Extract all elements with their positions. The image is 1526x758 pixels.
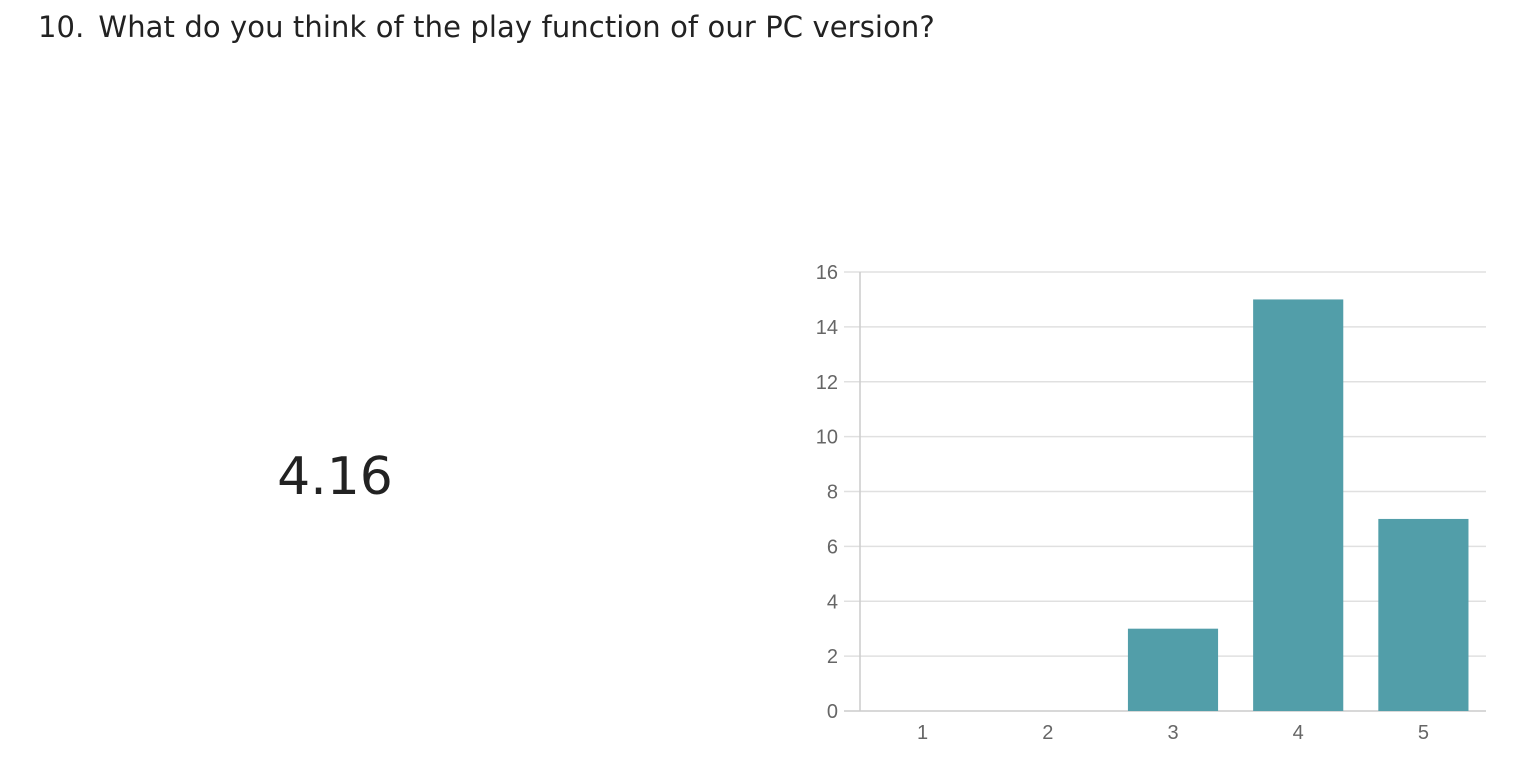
- x-tick-label-2: 2: [1042, 722, 1053, 744]
- y-tick-label-12: 12: [816, 372, 838, 394]
- bar-5: [1378, 518, 1469, 711]
- y-tick-labels: 0 2 4 6 8 10 12 14 16: [816, 262, 838, 723]
- question-text: What do you think of the play function o…: [98, 10, 935, 44]
- y-tick-label-6: 6: [827, 536, 838, 558]
- average-score: 4.16: [277, 447, 393, 507]
- bar-3: [1127, 628, 1219, 711]
- y-tick-label-2: 2: [827, 646, 838, 668]
- bars: [1127, 299, 1469, 711]
- x-tick-label-1: 1: [917, 722, 928, 744]
- question-number: 10.: [38, 10, 85, 44]
- x-tick-label-5: 5: [1418, 722, 1429, 744]
- y-tick-label-10: 10: [816, 427, 838, 449]
- y-tick-label-14: 14: [816, 317, 838, 339]
- x-tick-label-4: 4: [1293, 722, 1304, 744]
- y-tick-label-16: 16: [816, 262, 838, 284]
- y-tick-label-4: 4: [827, 591, 838, 613]
- question-title: 10. What do you think of the play functio…: [38, 10, 935, 44]
- x-tick-labels: 1 2 3 4 5: [917, 722, 1429, 744]
- bar-4: [1253, 299, 1344, 711]
- x-tick-label-3: 3: [1167, 722, 1178, 744]
- y-tick-label-0: 0: [827, 701, 838, 723]
- y-tick-label-8: 8: [827, 482, 838, 504]
